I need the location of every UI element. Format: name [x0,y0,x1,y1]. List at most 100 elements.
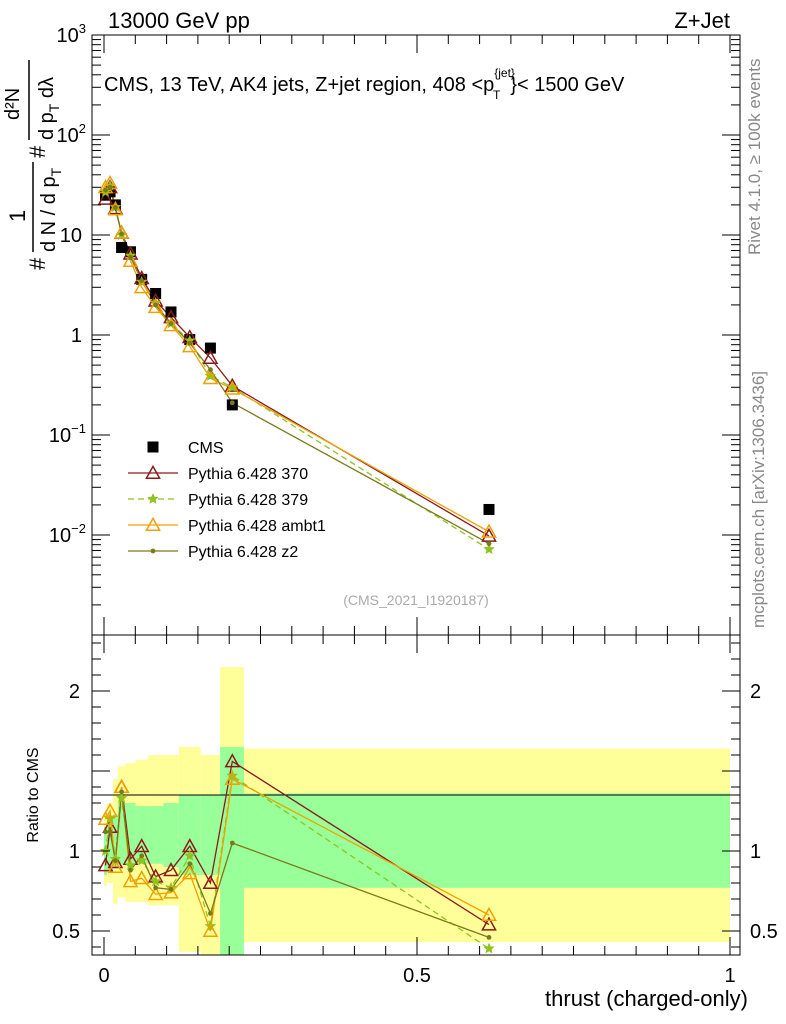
ratio-point-2-11 [481,906,497,922]
ratio-point-3-6 [153,885,159,891]
main-point-3-3 [113,224,130,239]
legend-marker-2 [147,493,159,504]
ratio-point-3-0 [103,829,108,835]
main-point-3-9 [202,370,219,385]
ratio-point-2-0 [97,810,114,826]
ratio-point-3-1 [107,829,113,835]
side-rivet-label: Rivet 4.1.0, ≥ 100k events [745,59,764,255]
ratio-point-3-2 [112,858,118,863]
ratio-point-2-7 [163,884,179,899]
ratio-panel-frame [91,634,741,956]
main-series-line-1 [104,185,490,537]
main-point-1-10 [224,377,241,392]
main-series-markers [97,175,497,555]
main-point-3-7 [163,317,179,332]
ratio-y-tick-label-right-1: 1 [750,841,761,863]
main-point-4-0 [103,187,108,193]
band-green-1 [107,819,114,871]
x-axis-label: thrust (charged-only) [545,986,748,1011]
ratio-point-2-10 [224,770,241,786]
main-point-4-3 [119,231,124,237]
main-point-3-8 [181,338,198,353]
ratio-point-3-10 [229,840,235,846]
y-tick-label-5: 103 [57,21,86,47]
main-point-2-10 [226,381,238,393]
band-green-9 [200,795,221,875]
header-energy-label: 13000 GeV pp [108,8,250,33]
ratio-point-2-1 [102,802,118,818]
ylabel-hash-2: # [25,145,50,158]
band-green-2 [113,814,118,867]
ratio-point-1-0 [99,845,112,856]
main-point-4-7 [168,321,174,327]
band-green-3 [117,803,126,864]
ratio-point-1-6 [149,875,162,887]
ratio-point-0-0 [97,857,114,872]
ylabel-dpt-dlambda: d pT dλ [36,77,62,140]
axis-ticks [92,34,740,955]
ylabel-dndpt: d N / d pT [38,167,64,252]
ratio-point-0-10 [224,753,241,768]
main-point-0-9 [204,342,216,354]
main-point-4-1 [107,184,113,190]
ratio-y-tick-label-1: 1 [69,841,80,863]
legend-marker-0 [147,441,159,453]
ylabel-d2n: d²N [2,88,24,120]
ratio-point-3-5 [139,853,145,859]
ratio-point-3-11 [486,935,492,940]
y-tick-label-1: 10−1 [49,421,86,447]
ratio-point-2-2 [107,858,124,874]
main-point-3-5 [133,279,150,294]
ratio-point-2-6 [147,886,164,901]
x-tick-label-0: 0 [98,965,109,987]
ratio-series-markers [97,753,497,954]
main-point-3-11 [481,523,497,538]
ratio-point-2-9 [202,922,219,938]
main-y-axis-label: # 1 d N / d pT # d²N d pT dλ [2,60,64,270]
ratio-point-3-9 [208,911,213,916]
x-tick-label-2: 1 [724,965,735,987]
chart-title: CMS, 13 TeV, AK4 jets, Z+jet region, 408… [104,66,625,102]
main-point-3-10 [224,380,241,395]
legend-label-3: Pythia 6.428 ambt1 [188,518,326,535]
main-point-1-9 [202,349,219,364]
ratio-point-0-11 [481,916,497,931]
ratio-y-tick-label-right-2: 2 [750,681,761,703]
main-point-4-6 [153,302,159,308]
legend-label-0: CMS [188,440,224,457]
main-point-4-11 [486,541,492,547]
ratio-point-0-5 [133,838,150,853]
ratio-point-2-5 [133,870,150,885]
ratio-point-3-8 [187,861,193,867]
ratio-point-2-8 [181,865,198,880]
legend-marker-3 [145,516,161,532]
side-mcplots-label: mcplots.cern.ch [arXiv:1306.3436] [749,371,768,628]
ratio-uncertainty-bands [104,667,730,955]
axis-tick-labels: 0 0.5 1 10−2 10−1 1 10 102 103 0.5 0.5 1 1 2 2 [49,21,778,987]
ratio-y-axis-label: Ratio to CMS [25,747,42,842]
main-point-1-11 [481,527,497,542]
ratio-point-3-7 [168,887,174,892]
ratio-point-1-11 [483,942,495,954]
main-point-2-11 [483,543,495,555]
ratio-point-3-4 [128,867,133,873]
ratio-point-2-4 [122,873,139,888]
main-point-4-4 [128,254,133,260]
y-tick-label-0: 10−2 [49,521,86,547]
band-green-11 [243,793,730,888]
ratio-point-1-3 [115,792,128,804]
legend-label-2: Pythia 6.428 379 [188,492,308,509]
main-point-1-0 [97,190,114,205]
y-tick-label-4: 102 [57,121,86,147]
main-point-4-10 [229,400,235,406]
band-green-4 [125,803,136,866]
main-point-4-5 [139,278,145,283]
legend-marker-1 [145,464,161,480]
ratio-point-0-9 [202,874,219,890]
legend-marker-4 [150,548,156,554]
main-point-3-6 [147,298,164,314]
legend-label-1: Pythia 6.428 370 [188,466,308,483]
ratio-point-0-7 [163,862,179,877]
x-tick-label-1: 0.5 [403,965,431,987]
